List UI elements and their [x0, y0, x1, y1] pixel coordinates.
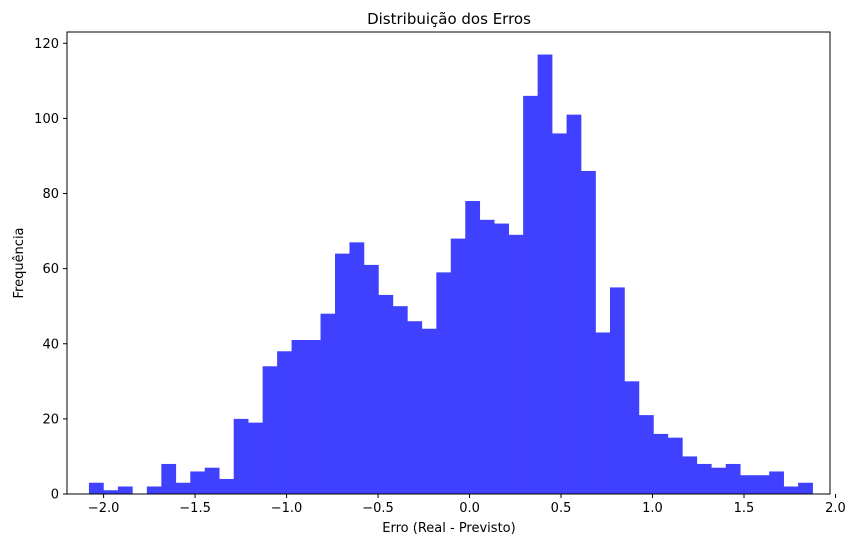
histogram-bar [450, 238, 466, 494]
y-tick-label: 0 [51, 488, 59, 503]
histogram-bar [306, 340, 321, 494]
histogram-bar [783, 486, 799, 494]
histogram-bar [624, 381, 640, 494]
histogram-bar [233, 418, 249, 494]
histogram-bar [552, 133, 567, 495]
histogram-bar [277, 351, 292, 494]
histogram-bar [146, 486, 162, 494]
y-tick-label: 80 [42, 187, 59, 202]
x-tick-label: 2.0 [825, 501, 846, 516]
histogram-bar [465, 201, 481, 494]
histogram-bar [392, 306, 408, 494]
y-tick-label: 60 [42, 262, 59, 277]
histogram-bar [421, 328, 437, 494]
histogram-bars [88, 54, 813, 495]
histogram-bar [682, 456, 698, 494]
x-tick-label: −1.5 [179, 501, 211, 516]
x-tick-label: −2.0 [88, 501, 120, 516]
histogram-bar [219, 478, 234, 494]
histogram-bar [320, 313, 336, 494]
x-tick-label: 1.0 [642, 501, 663, 516]
histogram-bar [248, 422, 263, 494]
histogram-bar [725, 463, 741, 494]
histogram-bar [335, 253, 350, 494]
y-axis-label: Frequência [12, 227, 27, 298]
histogram-bar [653, 433, 669, 494]
histogram-bar [88, 482, 104, 494]
y-tick-label: 40 [42, 337, 59, 352]
histogram-bar [595, 332, 611, 494]
histogram-bar [363, 264, 379, 494]
histogram-bar [711, 467, 727, 494]
histogram-bar [479, 219, 495, 494]
histogram-bar [190, 471, 206, 494]
y-tick-label: 100 [34, 112, 59, 127]
histogram-bar [103, 490, 119, 494]
x-tick-label: 0.5 [551, 501, 572, 516]
y-axis: 0 20 40 60 80 100 120 [34, 37, 67, 503]
histogram-bar [204, 467, 220, 494]
histogram-bar [436, 272, 452, 494]
histogram-bar [537, 54, 553, 494]
histogram-bar [349, 242, 365, 494]
y-tick-label: 120 [34, 37, 59, 52]
y-tick-label: 20 [42, 412, 59, 427]
x-tick-label: 1.5 [734, 501, 755, 516]
histogram-bar [117, 486, 133, 494]
x-tick-label: −0.5 [362, 501, 394, 516]
histogram-bar [262, 366, 278, 494]
histogram-bar [161, 463, 177, 494]
histogram-bar [566, 114, 582, 494]
x-tick-label: 0.0 [459, 501, 480, 516]
x-axis: −2.0 −1.5 −1.0 −0.5 0.0 0.5 1.0 1.5 2.0 [88, 494, 846, 516]
histogram-bar [798, 482, 813, 494]
plot-frame [66, 31, 831, 495]
histogram-bar [754, 475, 770, 494]
histogram-bar [508, 234, 524, 494]
histogram-bar [523, 95, 538, 494]
histogram-bar [740, 475, 756, 494]
histogram-bar [378, 294, 394, 494]
histogram-bar [291, 340, 307, 494]
chart-title: Distribuição dos Erros [367, 10, 531, 28]
histogram-bar [175, 482, 191, 494]
histogram-bar [638, 415, 654, 494]
histogram-bar [667, 437, 683, 494]
x-axis-label: Erro (Real - Previsto) [382, 521, 515, 536]
histogram-bar [494, 223, 509, 494]
x-tick-label: −1.0 [271, 501, 303, 516]
histogram-bar [696, 463, 712, 494]
histogram-bar [581, 170, 596, 494]
histogram-bar [407, 321, 423, 494]
histogram-bar [769, 471, 784, 494]
histogram-bar [609, 287, 625, 494]
